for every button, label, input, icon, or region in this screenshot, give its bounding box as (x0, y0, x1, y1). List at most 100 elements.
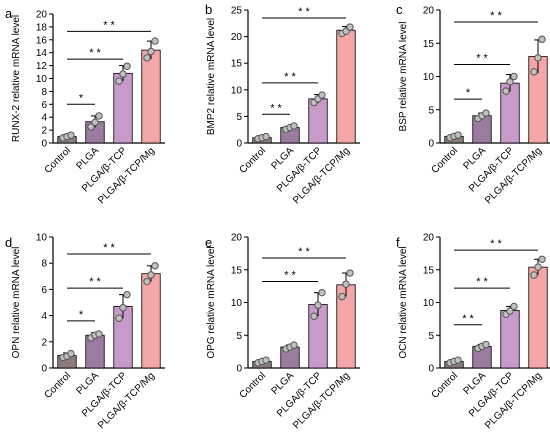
data-point (338, 292, 346, 301)
data-point (143, 277, 151, 286)
significance-label: * * (103, 19, 115, 31)
y-tick-label: 15 (231, 59, 243, 70)
significance-label: * * (298, 246, 310, 258)
x-tick-label: PLGA (461, 370, 488, 397)
bar-b-2 (308, 98, 328, 144)
y-tick-label: 14 (36, 48, 48, 59)
chart-panel-d: d 0 2 4 6 8 10 OPN relative mRNA level Control PL… (5, 233, 165, 431)
y-tick-label: 20 (231, 233, 243, 244)
significance-label: * * (89, 276, 101, 288)
y-tick-label: 5 (236, 112, 242, 123)
chart-panel-e: e 0 5 10 15 20 OPG relative mRNA level Control P… (205, 233, 360, 431)
data-point (290, 122, 298, 130)
x-tick-label: PLGA (74, 370, 101, 397)
y-tick-label: 15 (423, 265, 435, 276)
significance-label: * * (284, 71, 296, 83)
data-point (314, 301, 322, 309)
y-tick-label: 0 (236, 139, 242, 150)
y-axis-label: BSP relative mRNA level (398, 22, 409, 132)
x-tick-label: PLGA (269, 370, 296, 397)
significance-label: * * (270, 102, 282, 114)
y-tick-label: 5 (236, 331, 242, 342)
bar-f-3 (528, 266, 548, 369)
y-tick-label: 15 (231, 265, 243, 276)
y-tick-label: 2 (41, 126, 47, 137)
data-point (506, 307, 514, 315)
y-axis-label: RUNX-2 relative mRNA level (11, 15, 22, 142)
data-point (115, 314, 123, 322)
bar-f-2 (500, 309, 520, 369)
y-tick-label: 5 (428, 331, 434, 342)
y-tick-label: 25 (231, 6, 243, 17)
y-tick-label: 5 (428, 105, 434, 116)
y-tick-label: 6 (41, 285, 47, 296)
y-tick-label: 4 (41, 311, 47, 322)
y-tick-label: 8 (41, 87, 47, 98)
y-tick-label: 10 (231, 298, 243, 309)
data-point (482, 340, 490, 349)
y-tick-label: 0 (236, 364, 242, 375)
x-tick-label: Control (238, 145, 269, 176)
x-tick-label: PLGA (74, 145, 101, 172)
data-point (147, 271, 155, 279)
y-tick-label: 10 (36, 74, 48, 85)
y-tick-label: 0 (428, 139, 434, 150)
significance-label: * (79, 92, 84, 104)
y-tick-label: 10 (423, 72, 435, 83)
data-point (91, 118, 99, 127)
y-tick-label: 18 (36, 22, 48, 33)
y-tick-label: 10 (231, 85, 243, 96)
y-tick-label: 6 (41, 100, 47, 111)
data-point (123, 62, 131, 70)
data-point (534, 54, 542, 62)
x-tick-label: PLGA (269, 145, 296, 172)
data-point (151, 262, 159, 270)
chart-panel-f: f 0 5 10 15 20 OCN relative mRNA level Control P… (396, 233, 550, 431)
data-point (534, 263, 542, 271)
y-tick-label: 0 (41, 139, 47, 150)
significance-label: * * (103, 242, 115, 254)
y-tick-label: 20 (36, 10, 48, 21)
data-point (87, 123, 95, 131)
data-point (530, 271, 538, 279)
significance-label: * * (490, 10, 502, 22)
data-point (151, 37, 159, 45)
data-point (346, 269, 354, 277)
y-tick-label: 10 (36, 233, 48, 244)
y-axis-label: BMP2 relative mRNA level (206, 18, 217, 135)
significance-label: * * (89, 47, 101, 59)
data-point (538, 35, 546, 43)
panel-label: b (205, 2, 212, 17)
bar-a-3 (141, 49, 161, 144)
y-tick-label: 12 (36, 61, 48, 72)
panel-label: c (396, 2, 403, 17)
data-point (454, 356, 462, 364)
significance-label: * * (284, 270, 296, 282)
y-axis-label: OPN relative mRNA level (11, 247, 22, 359)
data-point (119, 304, 127, 312)
y-tick-label: 20 (423, 233, 435, 244)
data-point (310, 312, 318, 320)
y-tick-label: 8 (41, 259, 47, 270)
chart-panel-c: c 0 5 10 15 20 BSP relative mRNA level Control P… (396, 2, 550, 206)
y-tick-label: 10 (423, 298, 435, 309)
data-point (318, 288, 326, 297)
y-tick-label: 0 (41, 364, 47, 375)
panel-label: d (5, 235, 12, 250)
data-point (530, 68, 538, 76)
x-tick-label: Control (238, 370, 269, 401)
y-tick-label: 20 (231, 32, 243, 43)
significance-label: * * (476, 53, 488, 65)
bar-b-3 (336, 29, 356, 144)
x-tick-label: Control (430, 145, 461, 176)
significance-label: * * (462, 313, 474, 325)
data-point (95, 330, 103, 338)
x-tick-label: Control (43, 370, 74, 401)
significance-label: * * (476, 276, 488, 288)
x-tick-label: PLGA (461, 145, 488, 172)
significance-label: * * (298, 6, 310, 18)
y-tick-label: 16 (36, 35, 48, 46)
x-tick-label: Control (430, 370, 461, 401)
data-point (262, 356, 270, 364)
